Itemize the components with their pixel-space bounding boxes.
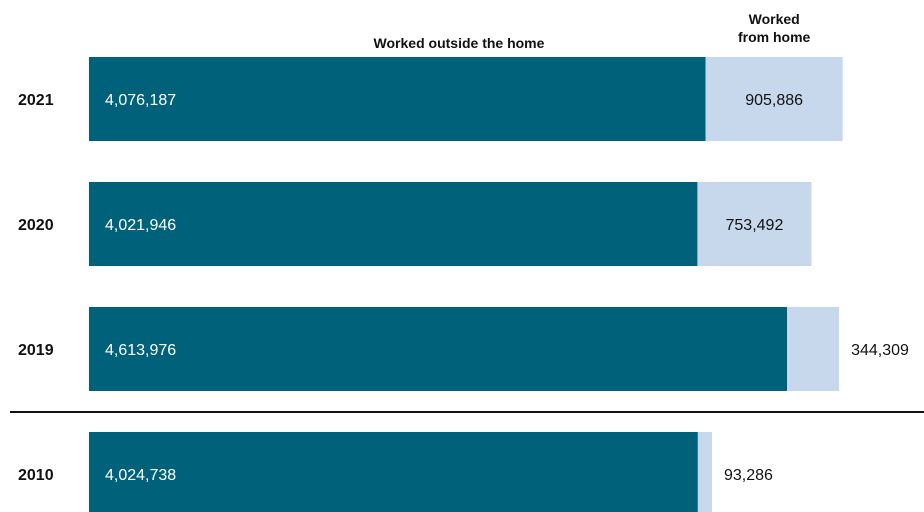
value-home-2020: 753,492: [726, 217, 784, 234]
bar-home-2021: [705, 57, 843, 141]
value-outside-2020: 4,021,946: [105, 217, 176, 234]
bar-row-2010: 2010 4,024,738 93,286: [18, 432, 773, 512]
year-label-2019: 2019: [18, 342, 54, 359]
bar-row-2019: 2019 4,613,976 344,309: [18, 307, 909, 391]
bar-home-2020: [697, 182, 812, 266]
series-label-home-line-2: from home: [738, 29, 811, 45]
bars-group: 2021 4,076,187 905,886 2020 4,021,946 753,492…: [18, 57, 909, 512]
bar-row-2021: 2021 4,076,187 905,886: [18, 57, 843, 141]
bar-outside-2021: [89, 57, 706, 141]
value-outside-2021: 4,076,187: [105, 92, 176, 109]
bar-outside-2019: [89, 307, 787, 391]
bar-outside-2020: [89, 182, 698, 266]
bar-row-2020: 2020 4,021,946 753,492: [18, 182, 812, 266]
series-label-home-line-1: Worked: [749, 11, 800, 27]
series-label-outside: Worked outside the home: [374, 35, 545, 51]
series-header: Worked outside the home Worked from home: [374, 11, 811, 51]
value-outside-2010: 4,024,738: [105, 467, 176, 484]
value-home-2010: 93,286: [724, 467, 773, 484]
year-label-2010: 2010: [18, 467, 54, 484]
year-label-2020: 2020: [18, 217, 54, 234]
series-label-home: Worked from home: [738, 11, 811, 45]
bar-home-2019: [787, 307, 840, 391]
bar-home-2010: [697, 432, 712, 512]
year-label-2021: 2021: [18, 92, 54, 109]
value-home-2019: 344,309: [851, 342, 909, 359]
value-home-2021: 905,886: [745, 92, 803, 109]
value-outside-2019: 4,613,976: [105, 342, 176, 359]
bar-outside-2010: [89, 432, 698, 512]
